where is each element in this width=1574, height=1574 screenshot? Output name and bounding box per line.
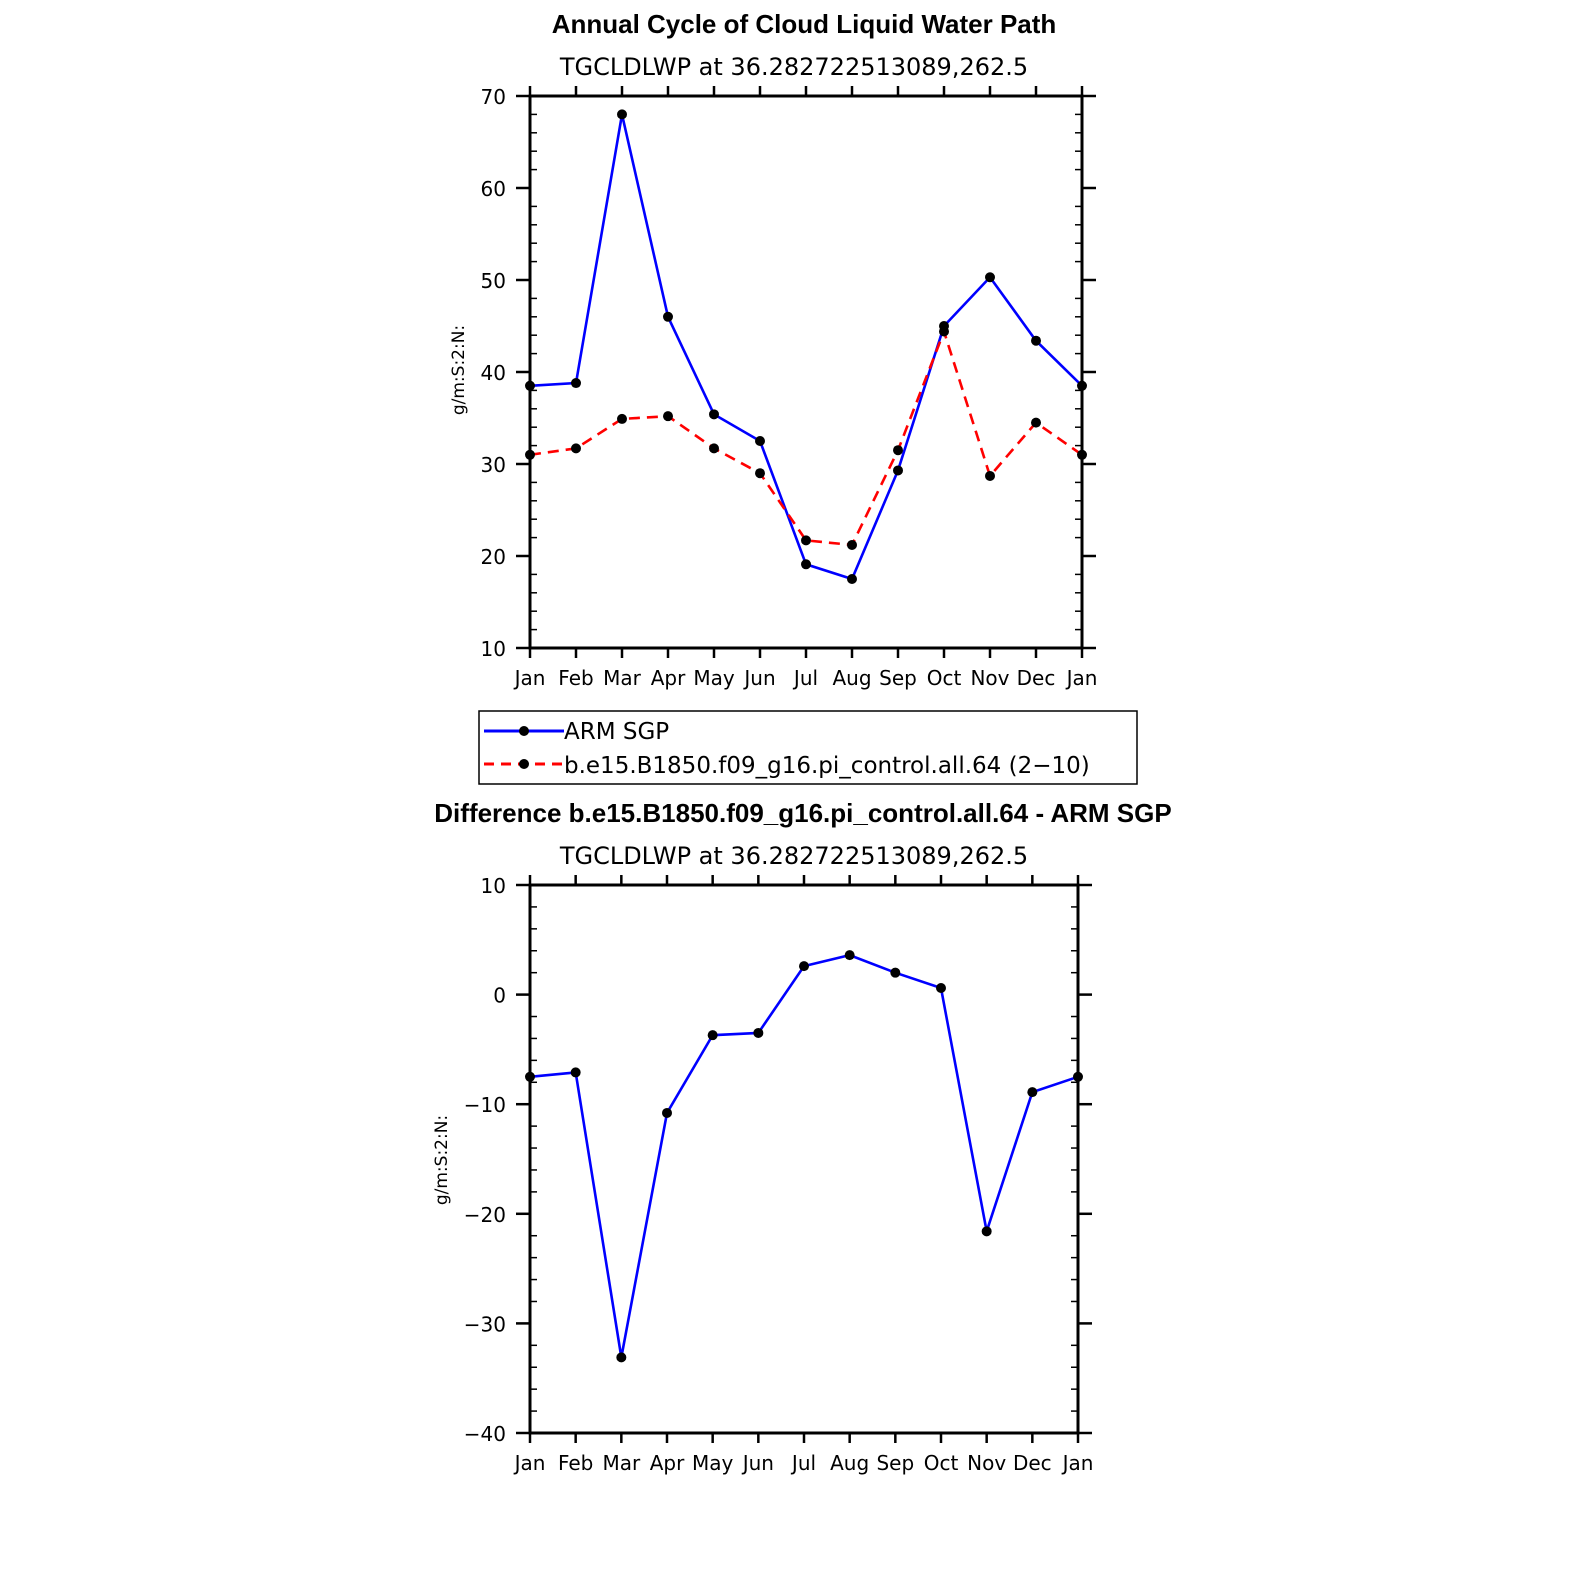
data-point: [617, 109, 627, 120]
axes: Jan Feb Mar Apr May Jun Jul Aug Sep Oct Nov Dec Jan 1…: [481, 85, 1098, 690]
x-tick-label: Apr: [651, 666, 686, 690]
data-point: [663, 311, 673, 322]
chart-subtitle: TGCLDLWP at 36.282722513089,262.5: [559, 842, 1028, 870]
x-tick-label: Jul: [792, 666, 818, 690]
data-point: [1031, 335, 1041, 346]
x-tick-label: Mar: [602, 1451, 641, 1475]
x-tick-label: Jan: [1065, 666, 1098, 690]
data-point: [893, 445, 903, 456]
data-point: [571, 378, 581, 389]
plot-frame: [528, 883, 1080, 1435]
data-point: [1031, 417, 1041, 428]
data-point: [939, 326, 949, 337]
legend-label-arm-sgp: ARM SGP: [564, 719, 669, 745]
data-point: [709, 409, 719, 420]
y-tick-label: 20: [481, 545, 506, 569]
data-point: [801, 535, 811, 546]
x-tick-label: Jul: [790, 1451, 816, 1475]
data-point: [617, 413, 627, 424]
x-tick-label: Apr: [650, 1451, 685, 1475]
x-tick-label: Jun: [742, 666, 775, 690]
data-point: [844, 950, 855, 961]
legend-label-model: b.e15.B1850.f09_g16.pi_control.all.64 (2…: [564, 753, 1090, 779]
chart-annual-cycle: Annual Cycle of Cloud Liquid Water Path …: [449, 9, 1097, 690]
plot-frame: [528, 94, 1084, 650]
data-point: [985, 272, 995, 283]
data-point: [755, 468, 765, 479]
series-line-1: [529, 327, 1083, 547]
legend-entry-model: b.e15.B1850.f09_g16.pi_control.all.64 (2…: [484, 753, 1090, 779]
data-point: [616, 1352, 627, 1363]
data-point: [571, 443, 581, 454]
legend-marker-model: [519, 759, 529, 769]
data-point: [1027, 1087, 1038, 1098]
data-point: [981, 1226, 992, 1237]
axes: Jan Feb Mar Apr May Jun Jul Aug Sep Oct Nov Dec Jan−…: [464, 874, 1094, 1475]
x-tick-label: Jan: [513, 666, 546, 690]
x-tick-label: Jan: [1061, 1451, 1094, 1475]
legend: ARM SGP b.e15.B1850.f09_g16.pi_control.a…: [478, 710, 1138, 785]
chart-title: Annual Cycle of Cloud Liquid Water Path: [552, 9, 1057, 39]
x-tick-label: Mar: [603, 666, 642, 690]
data-point: [847, 539, 857, 550]
y-axis-label: g/m:S:2:N:: [432, 1115, 452, 1205]
y-axis-label: g/m:S:2:N:: [449, 325, 469, 415]
data-point: [662, 1107, 672, 1118]
data-point: [799, 961, 809, 972]
x-tick-label: Nov: [967, 1451, 1006, 1475]
x-tick-label: Jan: [513, 1451, 546, 1475]
y-tick-label: 10: [481, 874, 506, 898]
series-group: [525, 109, 1087, 584]
chart-title: Difference b.e15.B1850.f09_g16.pi_contro…: [434, 798, 1171, 828]
y-tick-label: 10: [481, 637, 506, 661]
data-point: [753, 1027, 764, 1038]
y-tick-label: 30: [481, 453, 506, 477]
legend-entry-arm-sgp: ARM SGP: [484, 719, 669, 745]
y-tick-label: −10: [464, 1093, 506, 1117]
data-point: [801, 559, 811, 570]
data-point: [663, 411, 673, 422]
x-tick-label: May: [693, 666, 735, 690]
y-tick-label: −20: [464, 1203, 506, 1227]
x-tick-label: May: [692, 1451, 734, 1475]
x-tick-label: Oct: [927, 666, 962, 690]
x-tick-label: Nov: [970, 666, 1009, 690]
x-tick-label: Aug: [830, 1451, 869, 1475]
data-point: [936, 983, 946, 994]
data-point: [847, 574, 857, 584]
chart-subtitle: TGCLDLWP at 36.282722513089,262.5: [559, 53, 1028, 81]
series-group: [525, 950, 1083, 1363]
x-tick-label: Feb: [558, 1451, 593, 1475]
series-line-0: [529, 953, 1079, 1358]
y-tick-label: −30: [464, 1312, 506, 1336]
y-tick-label: 70: [481, 85, 506, 109]
x-tick-label: Dec: [1013, 1451, 1052, 1475]
data-point: [985, 470, 995, 481]
data-point: [893, 465, 903, 476]
chart-difference: Difference b.e15.B1850.f09_g16.pi_contro…: [432, 798, 1172, 1475]
data-point: [570, 1067, 581, 1078]
y-tick-label: 50: [481, 269, 506, 293]
x-tick-label: Dec: [1017, 666, 1056, 690]
legend-box: [478, 710, 1138, 785]
data-point: [755, 436, 765, 446]
x-tick-label: Aug: [832, 666, 871, 690]
data-point: [707, 1030, 718, 1041]
x-tick-label: Jun: [741, 1451, 774, 1475]
y-tick-label: −40: [464, 1422, 506, 1446]
y-tick-label: 60: [481, 177, 506, 201]
legend-marker-arm-sgp: [519, 726, 529, 736]
y-tick-label: 0: [493, 984, 506, 1008]
y-tick-label: 40: [481, 361, 506, 385]
data-point: [709, 443, 719, 454]
data-point: [890, 967, 901, 978]
series-line-0: [529, 114, 1083, 581]
x-tick-label: Feb: [558, 666, 593, 690]
x-tick-label: Sep: [876, 1451, 914, 1475]
x-tick-label: Oct: [924, 1451, 959, 1475]
x-tick-label: Sep: [879, 666, 917, 690]
